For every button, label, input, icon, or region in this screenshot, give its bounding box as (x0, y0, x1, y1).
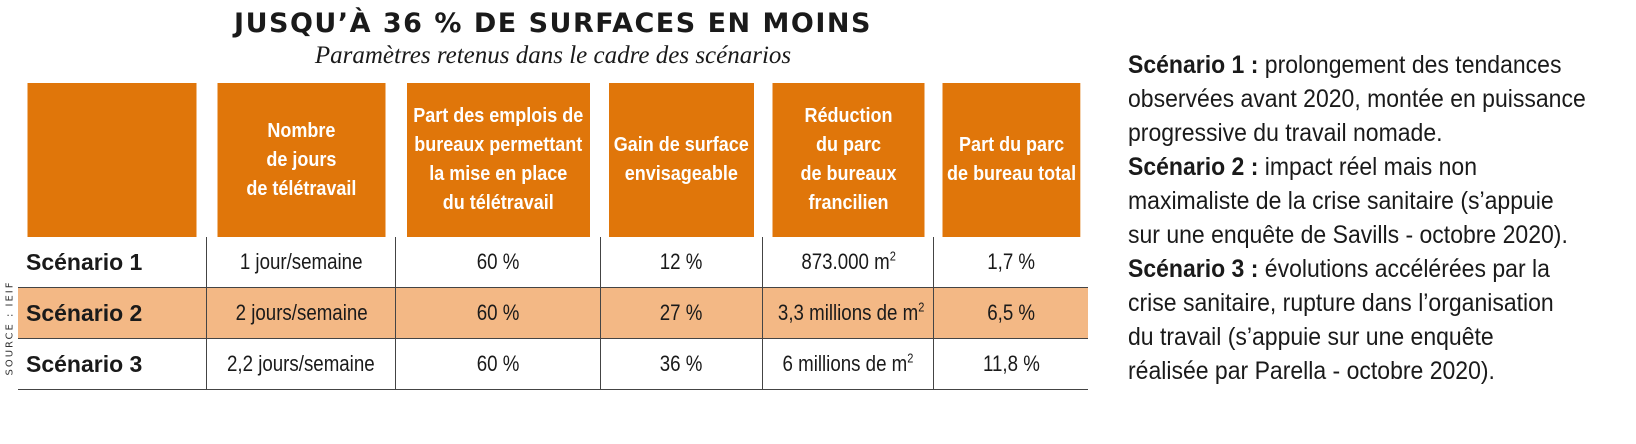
table-header-row: Nombre de jours de télétravail Part des … (18, 83, 1088, 237)
cell-jours: 1 jour/semaine (206, 237, 396, 288)
source-label: SOURCE : IEIF (4, 280, 16, 376)
cell-gain: 36 % (599, 338, 763, 390)
cell-part-parc: 1,7 % (933, 237, 1088, 288)
cell-part-emplois: 60 % (395, 338, 601, 390)
table-row: Scénario 1 1 jour/semaine 60 % 12 % 873.… (18, 237, 1088, 288)
note-scenario-2: Scénario 2 : impact réel mais non maxima… (1128, 150, 1588, 252)
header-reduction-parc: Réduction du parc de bureaux francilien (770, 83, 926, 237)
note-text: impact réel mais non maximaliste de la c… (1128, 153, 1568, 249)
row-scenario-label: Scénario 3 (18, 338, 207, 390)
page-title: JUSQU’À 36 % DE SURFACES EN MOINS (234, 8, 872, 39)
cell-part-emplois: 60 % (395, 287, 601, 339)
header-nombre-jours: Nombre de jours de télétravail (215, 83, 387, 237)
header-gain-surface: Gain de surface envisageable (607, 83, 755, 237)
table-row: Scénario 2 2 jours/semaine 60 % 27 % 3,3… (18, 287, 1088, 339)
cell-part-parc: 11,8 % (933, 338, 1088, 390)
note-scenario-3: Scénario 3 : évolutions accélérées par l… (1128, 252, 1588, 388)
cell-jours: 2,2 jours/semaine (206, 338, 396, 390)
cell-gain: 27 % (599, 287, 763, 339)
note-text: prolongement des tendances observées ava… (1128, 51, 1586, 147)
scenario-table: Nombre de jours de télétravail Part des … (18, 83, 1088, 390)
cell-reduction: 873.000 m2 (762, 237, 934, 288)
cell-part-parc: 6,5 % (933, 287, 1088, 339)
cell-jours: 2 jours/semaine (206, 287, 396, 339)
header-part-parc: Part du parc de bureau total (940, 83, 1081, 237)
scenario-notes: Scénario 1 : prolongement des tendances … (1128, 48, 1628, 388)
cell-part-emplois: 60 % (395, 237, 601, 288)
row-scenario-label: Scénario 1 (18, 237, 207, 288)
cell-reduction: 6 millions de m2 (762, 338, 934, 390)
table-row: Scénario 3 2,2 jours/semaine 60 % 36 % 6… (18, 338, 1088, 390)
note-label: Scénario 2 : (1128, 153, 1259, 181)
page-subtitle: Paramètres retenus dans le cadre des scé… (314, 42, 792, 69)
row-scenario-label: Scénario 2 (18, 287, 207, 339)
cell-reduction: 3,3 millions de m2 (762, 287, 934, 339)
source-credit: SOURCE : IEIF (0, 280, 16, 380)
note-label: Scénario 3 : (1128, 255, 1259, 283)
note-label: Scénario 1 : (1128, 51, 1259, 79)
header-part-emplois: Part des emplois de bureaux permettant l… (404, 83, 590, 237)
note-text: évolutions accélérées par la crise sanit… (1128, 255, 1554, 385)
cell-gain: 12 % (599, 237, 763, 288)
note-scenario-1: Scénario 1 : prolongement des tendances … (1128, 48, 1588, 150)
header-empty (27, 83, 198, 237)
